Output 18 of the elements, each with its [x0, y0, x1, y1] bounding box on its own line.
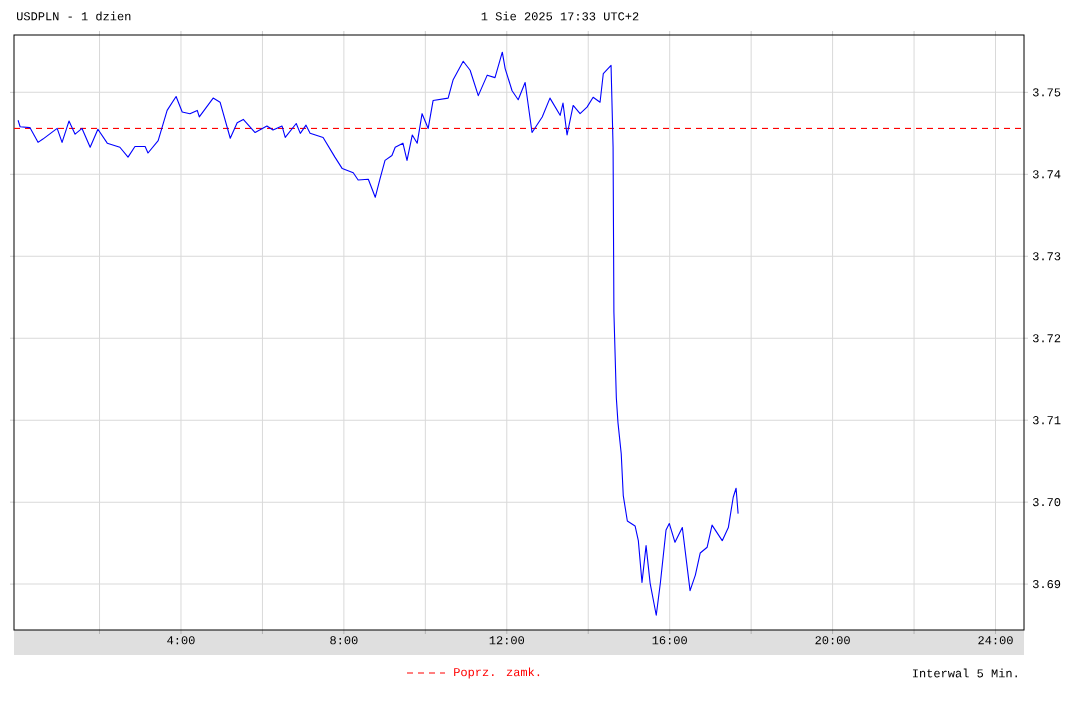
x-tick-label: 8:00 — [330, 636, 358, 645]
y-tick-label: 3.75 — [1032, 88, 1061, 97]
y-tick-label: 3.70 — [1032, 498, 1061, 507]
y-tick-label: 3.72 — [1032, 334, 1061, 343]
text: Interwal 5 Min. — [912, 668, 1017, 678]
x-tick-label: 4:00 — [167, 636, 195, 645]
y-tick-label: 3.73 — [1032, 252, 1061, 261]
x-tick-label: 12:00 — [489, 636, 525, 645]
line-series — [17, 51, 739, 616]
x-tick-label: 16:00 — [652, 636, 687, 645]
x-tick-label: 20:00 — [815, 636, 850, 645]
y-tick-label: 3.74 — [1032, 170, 1061, 179]
y-tick-label: 3.71 — [1032, 416, 1061, 425]
y-tick-label: 3.69 — [1032, 580, 1061, 589]
x-tick-label: 24:00 — [978, 636, 1013, 645]
chart-title: USDPLN - 1 dzien — [17, 11, 131, 21]
legend-label: Poprz. zamk. — [454, 667, 540, 679]
chart-subtitle: 1 Sie 2025 17:33 UTC+2 — [481, 11, 639, 21]
